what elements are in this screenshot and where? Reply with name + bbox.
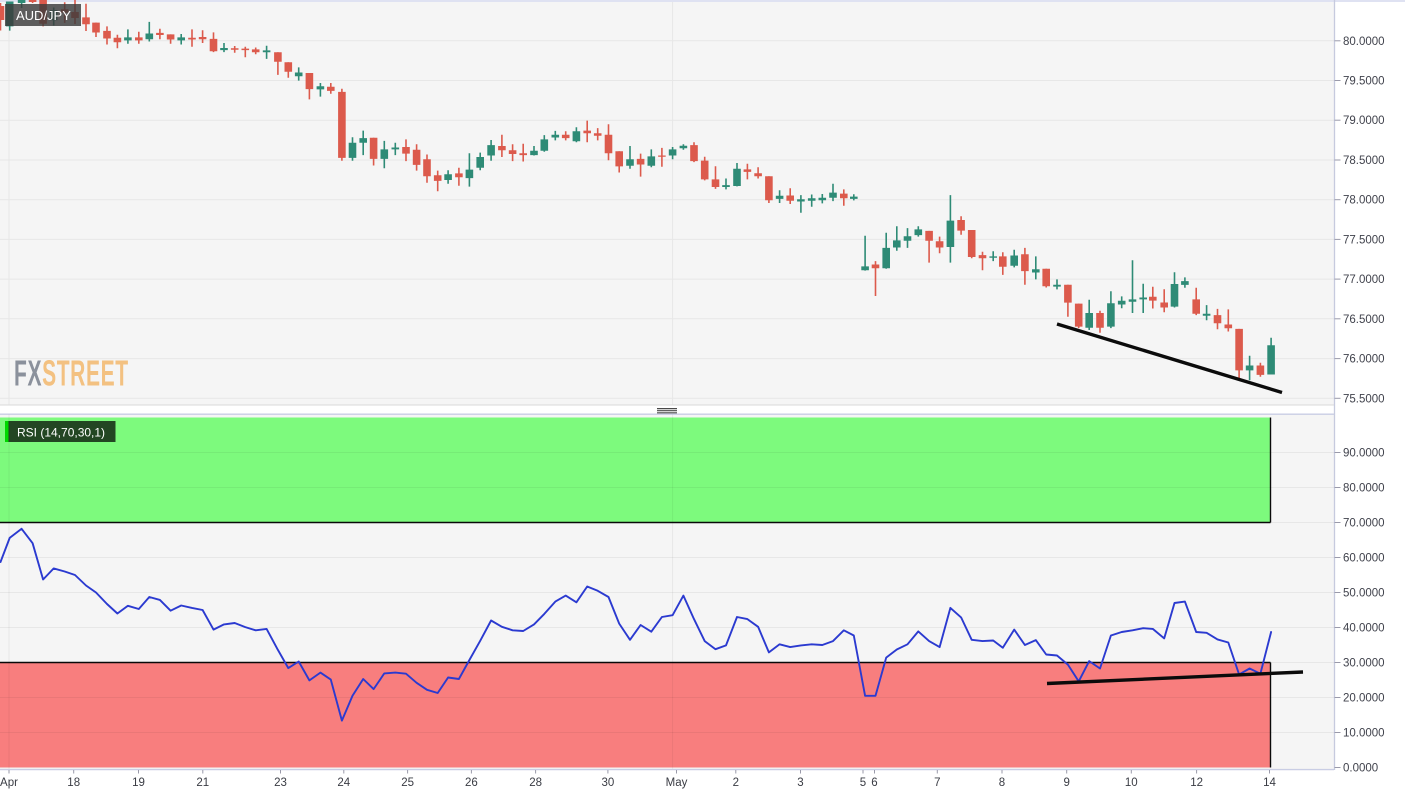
svg-text:80.0000: 80.0000 <box>1343 483 1385 495</box>
svg-text:18: 18 <box>67 777 80 789</box>
svg-text:90.0000: 90.0000 <box>1343 448 1385 460</box>
svg-text:79.0000: 79.0000 <box>1343 115 1385 127</box>
svg-text:76.5000: 76.5000 <box>1343 314 1385 326</box>
svg-text:24: 24 <box>337 777 350 789</box>
svg-text:25: 25 <box>401 777 414 789</box>
svg-text:Apr: Apr <box>0 777 18 789</box>
svg-text:79.5000: 79.5000 <box>1343 76 1385 88</box>
svg-text:10.0000: 10.0000 <box>1343 728 1385 740</box>
svg-text:19: 19 <box>132 777 145 789</box>
svg-text:3: 3 <box>797 777 803 789</box>
svg-text:30.0000: 30.0000 <box>1343 658 1385 670</box>
svg-text:77.0000: 77.0000 <box>1343 274 1385 286</box>
svg-text:50.0000: 50.0000 <box>1343 588 1385 600</box>
svg-text:6: 6 <box>871 777 877 789</box>
svg-text:26: 26 <box>465 777 478 789</box>
svg-text:78.5000: 78.5000 <box>1343 155 1385 167</box>
svg-text:76.0000: 76.0000 <box>1343 354 1385 366</box>
svg-text:77.5000: 77.5000 <box>1343 234 1385 246</box>
svg-text:70.0000: 70.0000 <box>1343 518 1385 530</box>
svg-text:10: 10 <box>1125 777 1138 789</box>
svg-text:75.5000: 75.5000 <box>1343 393 1385 405</box>
svg-text:28: 28 <box>529 777 542 789</box>
svg-text:9: 9 <box>1063 777 1069 789</box>
svg-text:30: 30 <box>602 777 615 789</box>
svg-text:23: 23 <box>274 777 287 789</box>
svg-text:60.0000: 60.0000 <box>1343 553 1385 565</box>
svg-text:21: 21 <box>196 777 209 789</box>
svg-text:80.0000: 80.0000 <box>1343 36 1385 48</box>
svg-text:RSI (14,70,30,1): RSI (14,70,30,1) <box>17 426 105 440</box>
svg-text:0.0000: 0.0000 <box>1343 763 1378 775</box>
svg-text:8: 8 <box>999 777 1005 789</box>
svg-text:12: 12 <box>1190 777 1203 789</box>
svg-text:14: 14 <box>1263 777 1276 789</box>
svg-text:40.0000: 40.0000 <box>1343 623 1385 635</box>
svg-text:May: May <box>666 777 688 789</box>
svg-text:FXSTREET: FXSTREET <box>14 354 129 394</box>
svg-text:AUD/JPY: AUD/JPY <box>16 8 71 23</box>
svg-text:5: 5 <box>860 777 866 789</box>
svg-text:2: 2 <box>733 777 739 789</box>
svg-text:78.0000: 78.0000 <box>1343 195 1385 207</box>
svg-text:20.0000: 20.0000 <box>1343 693 1385 705</box>
svg-text:7: 7 <box>934 777 940 789</box>
